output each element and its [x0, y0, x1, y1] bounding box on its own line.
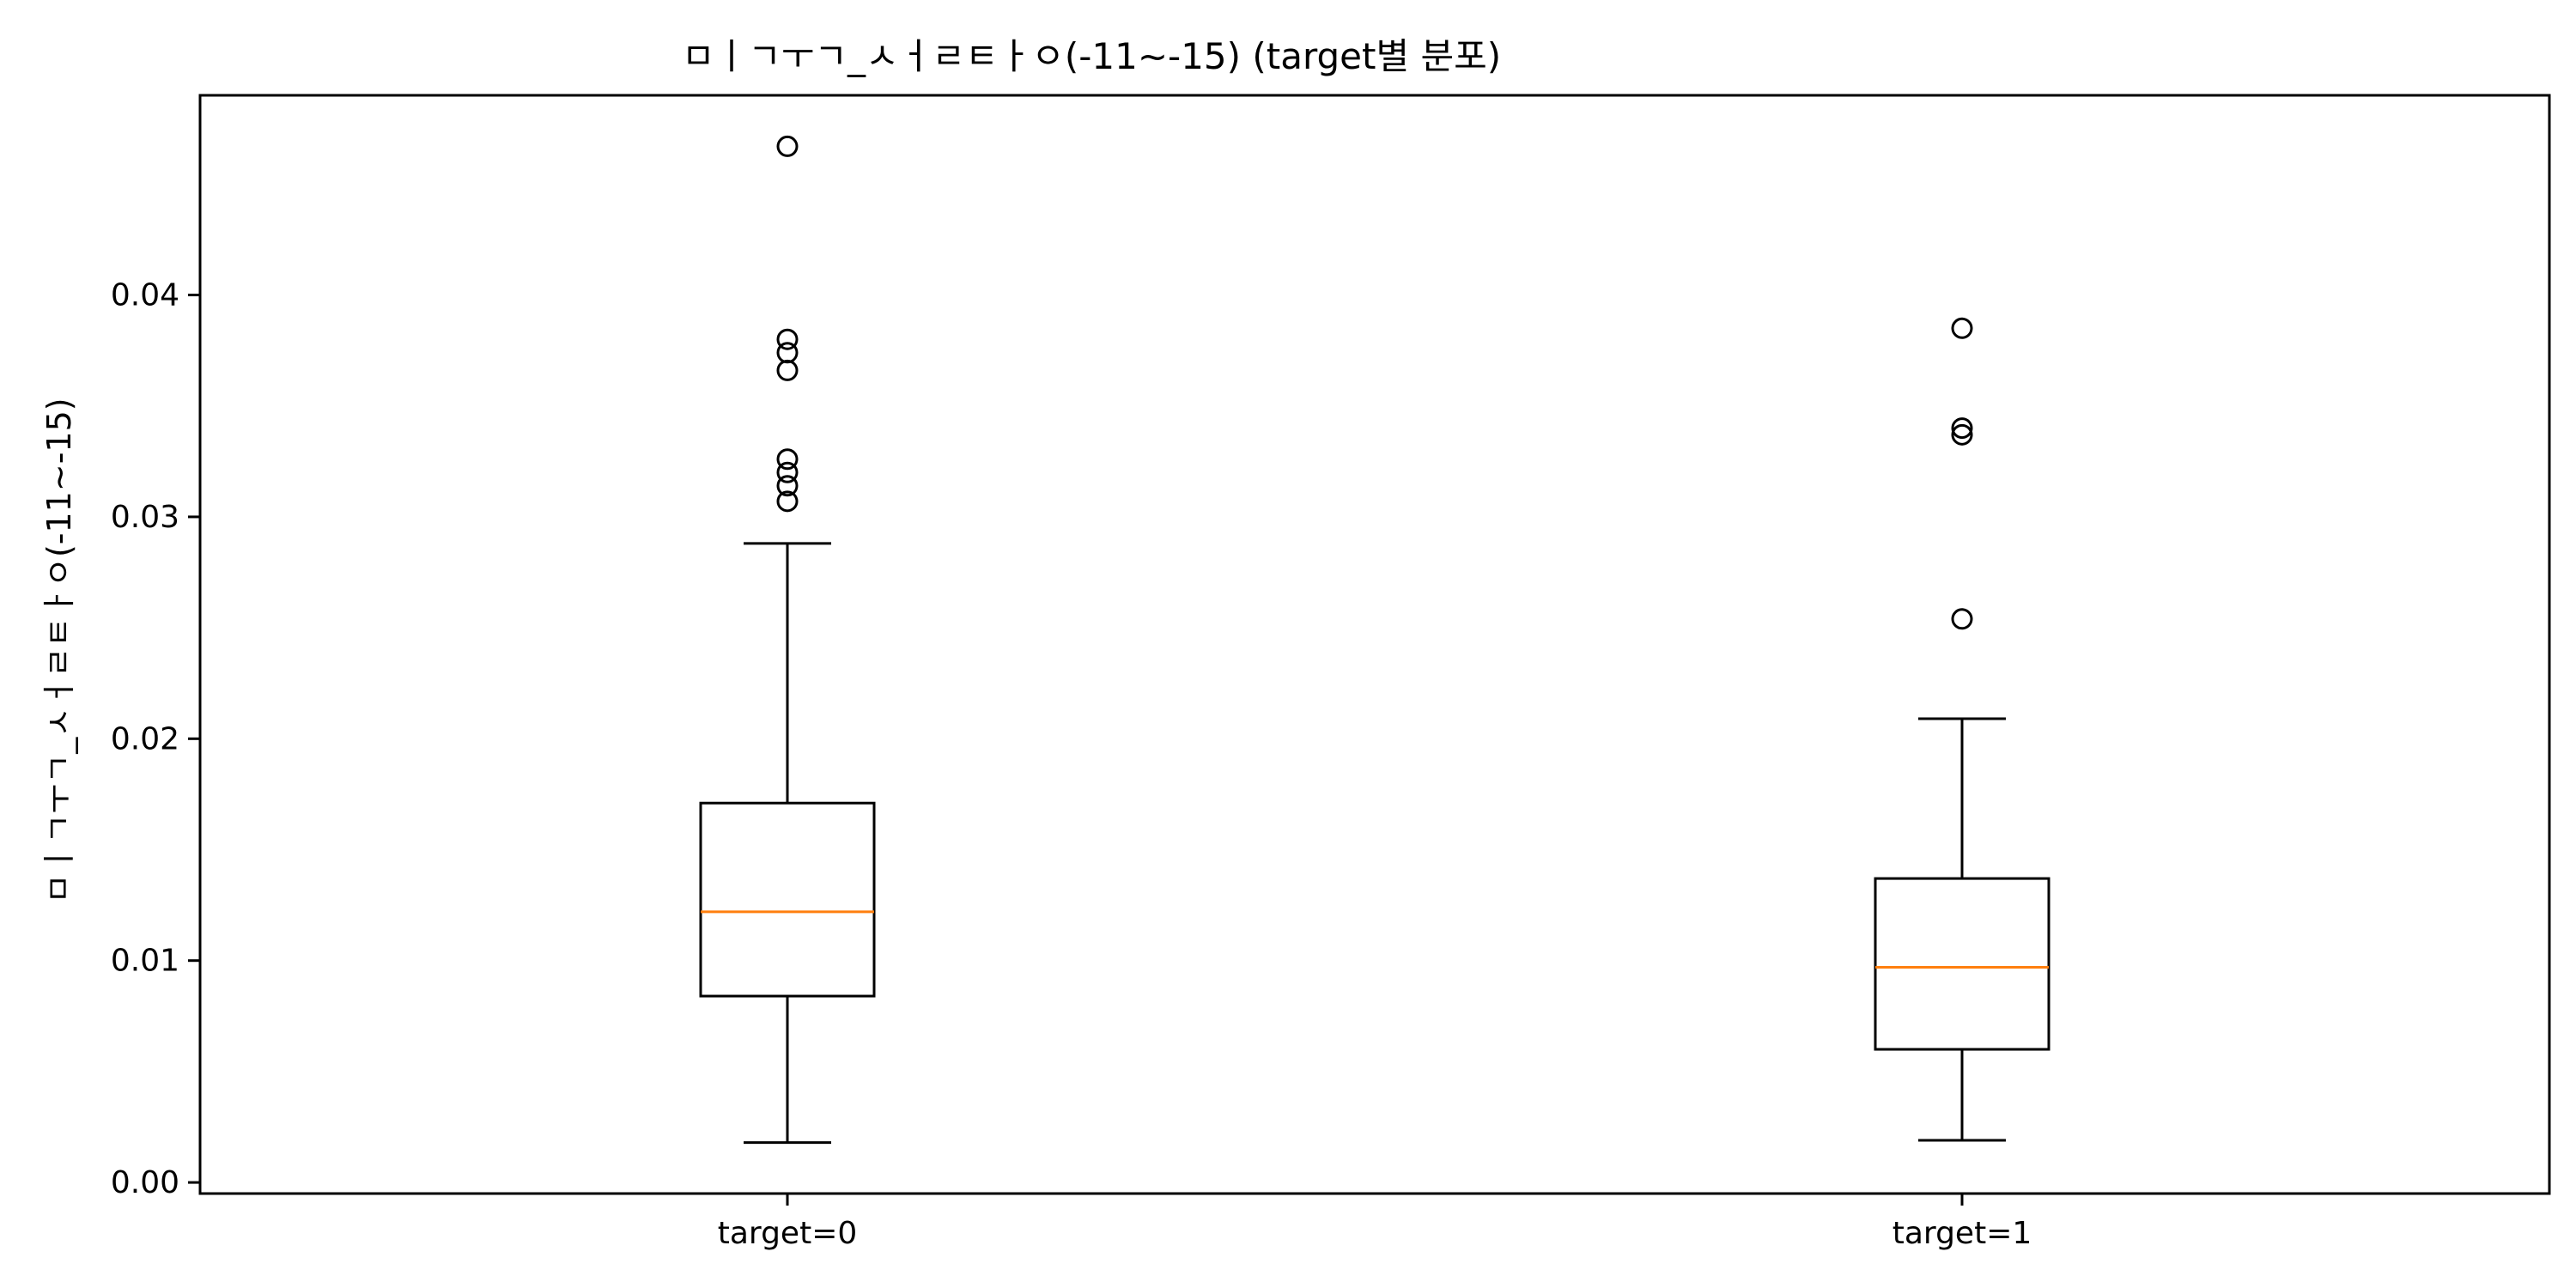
outlier-point	[1951, 608, 1973, 630]
outlier-point	[776, 342, 799, 364]
outlier-point	[776, 461, 799, 483]
y-tick-label: 0.01	[111, 944, 179, 979]
iqr-box	[699, 801, 876, 998]
y-tick-label: 0.04	[111, 278, 179, 313]
outlier-point	[776, 328, 799, 350]
y-tick-label: 0.02	[111, 721, 179, 756]
outlier-point	[1951, 317, 1973, 339]
box-group	[699, 135, 876, 1145]
plot-frame	[198, 94, 2551, 1195]
x-tick-label: target=0	[718, 1216, 858, 1251]
outlier-point	[776, 475, 799, 497]
outlier-point	[1951, 423, 1973, 446]
outlier-point	[776, 490, 799, 513]
outlier-point	[776, 448, 799, 471]
chart-title: ㅁㅣㄱㅜㄱ_ㅅㅓㄹㅌㅏㅇ(-11~-15) (target별 분포)	[682, 35, 1501, 77]
x-tick-label: target=1	[1893, 1216, 2032, 1251]
y-tick-label: 0.00	[111, 1165, 179, 1200]
outlier-point	[1951, 417, 1973, 440]
iqr-box	[1874, 877, 2050, 1051]
y-tick-label: 0.03	[111, 500, 179, 535]
outlier-point	[776, 359, 799, 381]
box-group	[1874, 317, 2050, 1142]
outlier-point	[776, 135, 799, 157]
plot-area: 0.00 0.01 0.02 0.03 0.04 target=0 target=1	[111, 94, 2551, 1251]
y-axis-label: ㅁㅣㄱㅜㄱ_ㅅㅓㄹㅌㅏㅇ(-11~-15)	[40, 398, 78, 903]
